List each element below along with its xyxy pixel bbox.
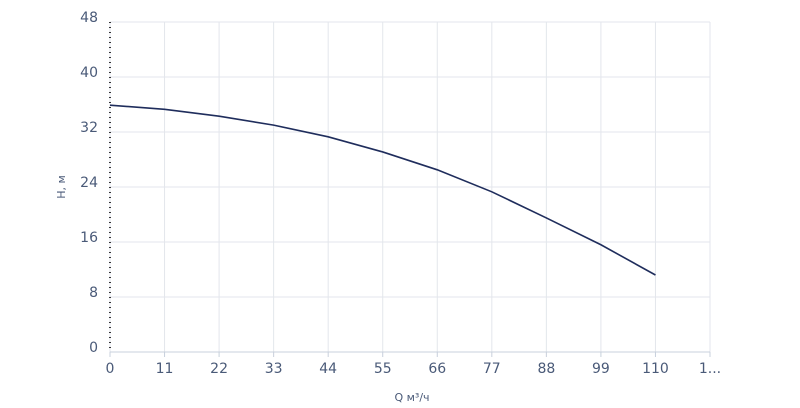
x-tick-label: 66 — [428, 361, 446, 377]
x-tick-label: 0 — [106, 361, 115, 377]
y-axis-label: H, м — [55, 175, 68, 199]
x-tick-label: 55 — [374, 361, 392, 377]
x-tick-label: 1... — [699, 361, 721, 377]
y-tick-label: 32 — [80, 120, 98, 136]
y-tick-label: 0 — [89, 340, 98, 356]
y-tick-label: 8 — [89, 285, 98, 301]
x-tick-label: 99 — [592, 361, 610, 377]
x-tick-label: 88 — [537, 361, 555, 377]
y-tick-label: 24 — [80, 175, 98, 191]
x-tick-label: 44 — [319, 361, 337, 377]
y-tick-label: 16 — [80, 230, 98, 246]
x-tick-label: 22 — [210, 361, 228, 377]
y-tick-label: 48 — [80, 10, 98, 26]
y-tick-label: 40 — [80, 65, 98, 81]
x-tick-label: 11 — [156, 361, 174, 377]
x-axis-label: Q м³/ч — [394, 391, 429, 404]
series-line — [109, 104, 656, 276]
x-tick-label: 33 — [265, 361, 283, 377]
x-tick-label: 110 — [642, 361, 669, 377]
x-tick-label: 77 — [483, 361, 501, 377]
